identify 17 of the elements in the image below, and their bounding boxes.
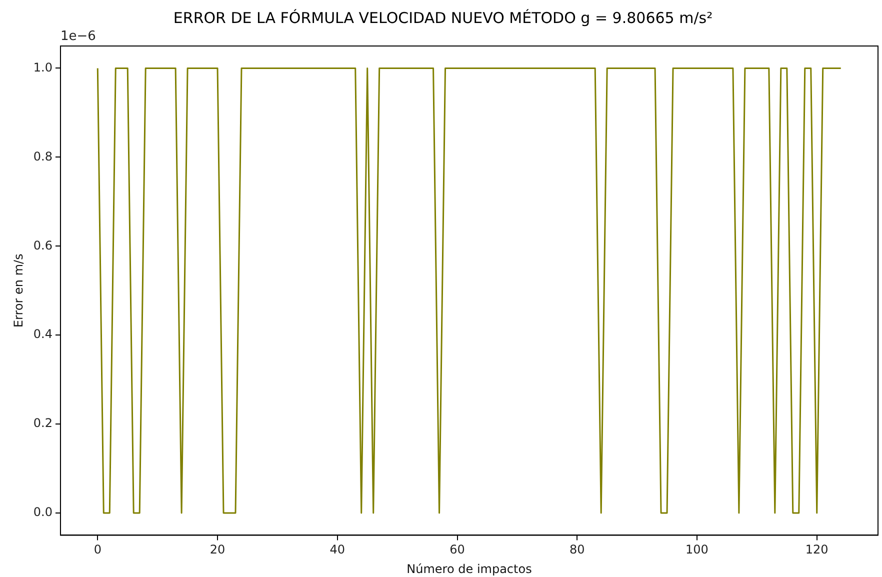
x-tick-label: 40: [330, 542, 346, 557]
text: 1e−6: [60, 28, 96, 44]
x-axis-title: Número de impactos: [406, 562, 532, 576]
y-tick-label: 0.8: [33, 149, 52, 164]
x-tick-label: 100: [686, 542, 708, 557]
x-tick-label: 20: [210, 542, 226, 557]
x-tick-label: 80: [569, 542, 585, 557]
y-tick-label: 0.6: [33, 238, 52, 252]
y-axis-title: Error en m/s: [11, 254, 26, 328]
x-tick-label: 120: [805, 542, 828, 557]
y-tick-label: 0.2: [33, 416, 52, 430]
y-tick-label: 0.4: [33, 327, 52, 342]
chart-title: ERROR DE LA FÓRMULA VELOCIDAD NUEVO MÉTODO g = 9.80665 m/s²: [173, 8, 713, 27]
y-tick-label: 0.0: [33, 505, 52, 520]
x-tick-label: 0: [94, 542, 102, 557]
y-tick-label: 1.0: [33, 60, 52, 74]
x-tick-label: 60: [450, 542, 465, 557]
